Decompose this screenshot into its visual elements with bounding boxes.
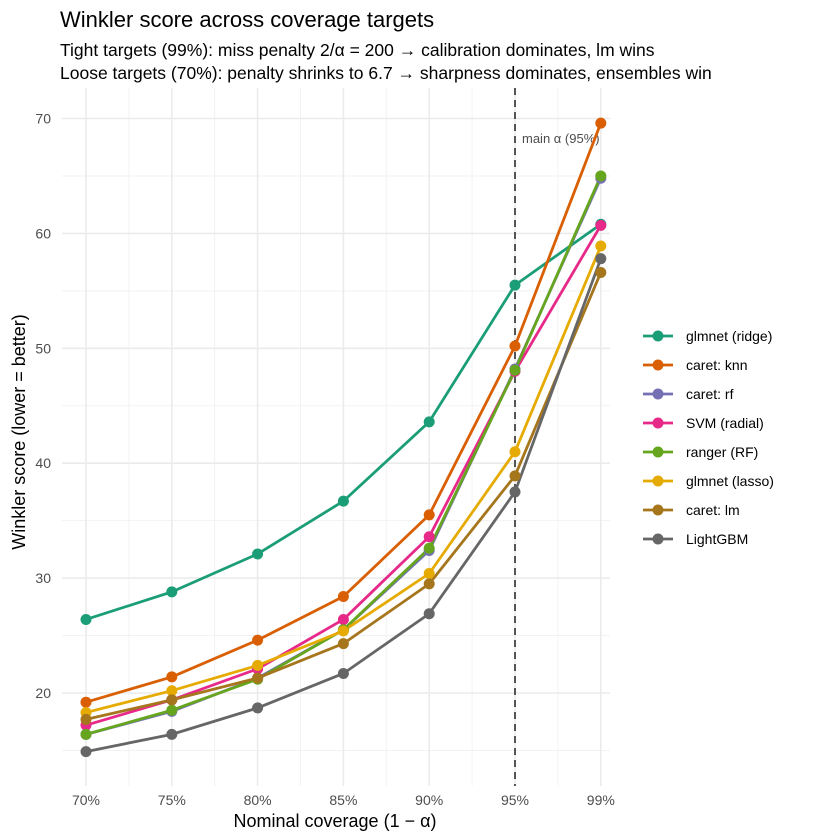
data-point [80,746,92,758]
data-point [166,586,178,598]
y-tick-label: 70 [35,111,51,127]
chart-title: Winkler score across coverage targets [60,7,434,32]
legend-item: SVM (radial) [643,415,764,431]
legend-label: glmnet (lasso) [686,473,774,489]
data-point [166,685,178,697]
y-tick-label: 50 [35,340,51,356]
data-point [509,446,521,458]
data-point [423,568,435,580]
chart-subtitle-line-2: Loose targets (70%): penalty shrinks to … [60,63,712,83]
y-tick-label: 40 [35,455,51,471]
x-tick-label: 95% [501,792,529,808]
x-tick-label: 70% [72,792,100,808]
legend-item: glmnet (lasso) [643,473,774,489]
data-point [595,240,607,252]
y-tick-label: 60 [35,225,51,241]
data-point [595,117,607,129]
legend-label: glmnet (ridge) [686,328,772,344]
legend-key-point [652,475,664,487]
data-point [423,608,435,620]
x-tick-label: 99% [587,792,615,808]
data-point [423,542,435,554]
legend-label: caret: lm [686,502,740,518]
data-point [423,578,435,590]
data-point [423,416,435,428]
x-axis-title: Nominal coverage (1 − α) [234,811,437,831]
major-gridlines [62,88,610,786]
data-point [509,486,521,498]
y-tick-label: 20 [35,685,51,701]
legend-item: glmnet (ridge) [643,328,772,344]
legend: glmnet (ridge) caret: knn caret: rf SVM (ra… [643,328,774,547]
data-point [337,638,349,650]
legend-label: LightGBM [686,531,748,547]
data-point [423,531,435,543]
chart-subtitle-line-1: Tight targets (99%): miss penalty 2/α = … [60,40,655,60]
data-point [166,671,178,683]
legend-item: LightGBM [643,531,748,547]
data-point [337,667,349,679]
legend-label: SVM (radial) [686,415,764,431]
data-point [252,659,264,671]
data-point [595,219,607,231]
data-point [252,702,264,714]
data-point [337,625,349,637]
legend-label: caret: knn [686,357,747,373]
x-tick-label: 75% [158,792,186,808]
legend-item: caret: rf [643,386,734,402]
data-point [509,340,521,352]
data-point [80,713,92,725]
y-tick-label: 30 [35,570,51,586]
data-point [252,634,264,646]
x-tick-label: 90% [415,792,443,808]
data-point [509,364,521,376]
reference-line-group: main α (95%) [514,88,600,786]
legend-item: caret: knn [643,357,747,373]
legend-key-point [652,330,664,342]
data-point [166,728,178,740]
data-point [252,672,264,684]
legend-key-point [652,417,664,429]
legend-key-point [652,533,664,545]
legend-key-point [652,504,664,516]
data-point [595,266,607,278]
data-point [166,694,178,706]
data-point [509,279,521,291]
reference-vline-label: main α (95%) [522,131,600,146]
data-point [337,495,349,507]
data-point [80,696,92,708]
series-points [80,117,607,758]
data-point [509,470,521,482]
data-point [337,613,349,625]
data-point [595,170,607,182]
minor-gridlines [62,88,610,786]
y-axis-title: Winkler score (lower = better) [9,314,29,550]
legend-key-point [652,446,664,458]
y-axis-ticks: 20 30 40 50 60 70 [35,111,51,702]
data-point [166,704,178,716]
data-point [423,509,435,521]
x-tick-label: 80% [244,792,272,808]
legend-key-point [652,388,664,400]
data-point [252,548,264,560]
data-point [595,253,607,265]
x-axis-ticks: 70% 75% 80% 85% 90% 95% 99% [72,792,615,808]
data-point [337,590,349,602]
x-tick-label: 85% [329,792,357,808]
legend-label: caret: rf [686,386,734,402]
legend-label: ranger (RF) [686,444,758,460]
legend-key-point [652,359,664,371]
legend-item: ranger (RF) [643,444,758,460]
legend-item: caret: lm [643,502,740,518]
data-point [80,613,92,625]
data-point [80,728,92,740]
